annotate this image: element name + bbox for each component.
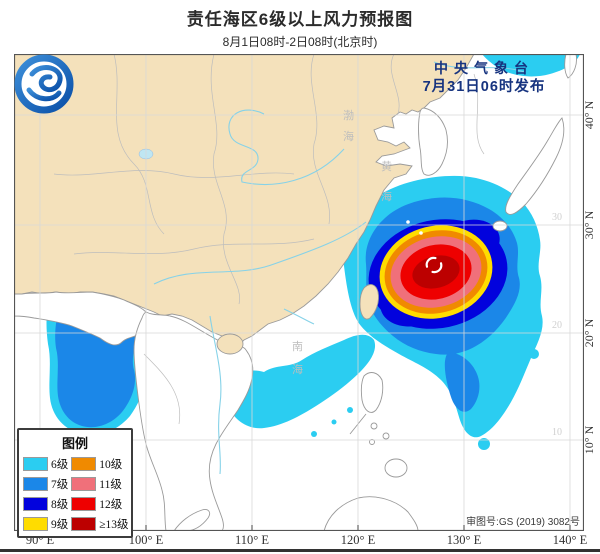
sea-label-yellow-sea: 黄海 [381, 161, 392, 203]
wind-speckle [478, 438, 490, 450]
legend-label-11: 11级 [99, 478, 122, 491]
coastline-visayas [382, 432, 390, 440]
coastline-borneo [323, 496, 419, 531]
legend-item: 6级 [23, 456, 68, 471]
sea-label-south-china-sea: 南海 [292, 341, 303, 376]
legend-swatch-10 [71, 456, 97, 471]
wind-speckle [311, 431, 317, 437]
wind-area-sea-of-japan [482, 54, 580, 77]
legend-label-6: 6级 [51, 458, 69, 471]
coastline-visayas [370, 422, 378, 430]
legend-swatch-12 [71, 496, 97, 511]
coastline-korea [418, 107, 448, 176]
coastline-hainan [216, 333, 244, 355]
wind-area-south-china-sea [225, 334, 376, 429]
typhoon-center-icon [425, 256, 443, 274]
header: 责任海区6级以上风力预报图 8月1日08时-2日08时(北京时) [0, 5, 600, 50]
legend-label-7: 7级 [51, 478, 69, 491]
coastline-mindanao [384, 458, 408, 478]
legend-item: 10级 [71, 456, 128, 471]
legend-swatch-13 [71, 516, 97, 531]
legend-item: 12级 [71, 496, 128, 511]
x-axis-label-120e: 120° E [340, 533, 376, 547]
x-axis-label-100e: 100° E [128, 533, 164, 547]
wind-speckle [347, 407, 353, 413]
page-subtitle: 8月1日08时-2日08时(北京时) [222, 35, 378, 49]
legend-item: 8级 [23, 496, 68, 511]
wind-speckle [331, 419, 337, 425]
legend-swatch-8 [23, 496, 48, 511]
coastline-taiwan [359, 284, 379, 320]
legend-swatch-9 [23, 516, 48, 531]
coastline-kyushu [492, 220, 508, 232]
y-axis-label-10n: 10° N [582, 425, 596, 455]
land-layer [14, 54, 577, 531]
legend-item: 9级 [23, 516, 68, 531]
legend-label-8: 8级 [51, 498, 69, 511]
cma-logo-icon [12, 52, 76, 116]
legend-swatch-7 [23, 476, 48, 491]
inner-lat-20: 20 [552, 320, 562, 331]
agency-banner: 中央气象台 7月31日06时发布 [384, 60, 584, 96]
agency-name: 中央气象台 [434, 60, 534, 76]
x-axis-label-130e: 130° E [446, 533, 482, 547]
x-axis-label-140e: 140° E [552, 533, 588, 547]
legend-label-9: 9级 [51, 518, 69, 531]
page-title: 责任海区6级以上风力预报图 [186, 10, 414, 29]
legend-item: 11级 [71, 476, 128, 491]
coastline-luzon [360, 372, 384, 413]
legend-item: ≥13级 [71, 516, 129, 531]
typhoon-ring-7-tail [444, 352, 480, 412]
y-axis-label-40n: 40° N [582, 100, 596, 130]
wind-speckle [529, 349, 539, 359]
small-island [419, 231, 423, 235]
legend-item: 7级 [23, 476, 68, 491]
sea-label-bohai: 渤海 [343, 110, 354, 143]
legend-title: 图例 [61, 436, 88, 451]
y-axis-label-30n: 30° N [582, 210, 596, 240]
bottom-divider [0, 549, 600, 552]
coastline-sumatra [173, 509, 211, 531]
legend-items: 6级 7级 8级 9级 10级 11级 [19, 456, 131, 531]
agency-issue-time: 7月31日06时发布 [422, 78, 546, 95]
y-axis-label-20n: 20° N [582, 318, 596, 348]
coastline-visayas [369, 439, 375, 445]
legend-swatch-11 [71, 476, 97, 491]
map-frame [14, 54, 584, 531]
coastline-japan [505, 117, 565, 215]
x-axis-label-110e: 110° E [234, 533, 270, 547]
legend-label-10: 10级 [99, 458, 123, 471]
graticule [14, 54, 584, 531]
inner-lat-30: 30 [552, 212, 562, 223]
inner-lat-10: 10 [552, 427, 562, 438]
legend-label-12: 12级 [99, 498, 123, 511]
legend-box: 图例 6级 7级 8级 9级 10级 [17, 428, 133, 538]
map-svg [14, 54, 584, 531]
rivers [153, 61, 525, 475]
coastline-sakhalin [564, 54, 577, 79]
map-approval-number: 审图号:GS (2019) 3082号 [466, 517, 580, 528]
legend-swatch-6 [23, 456, 48, 471]
map-container: 中央气象台 7月31日06时发布 渤海 黄海 南海 30 20 10 审图号:G… [14, 54, 584, 538]
legend-label-13: ≥13级 [99, 518, 129, 531]
small-island [406, 220, 410, 224]
